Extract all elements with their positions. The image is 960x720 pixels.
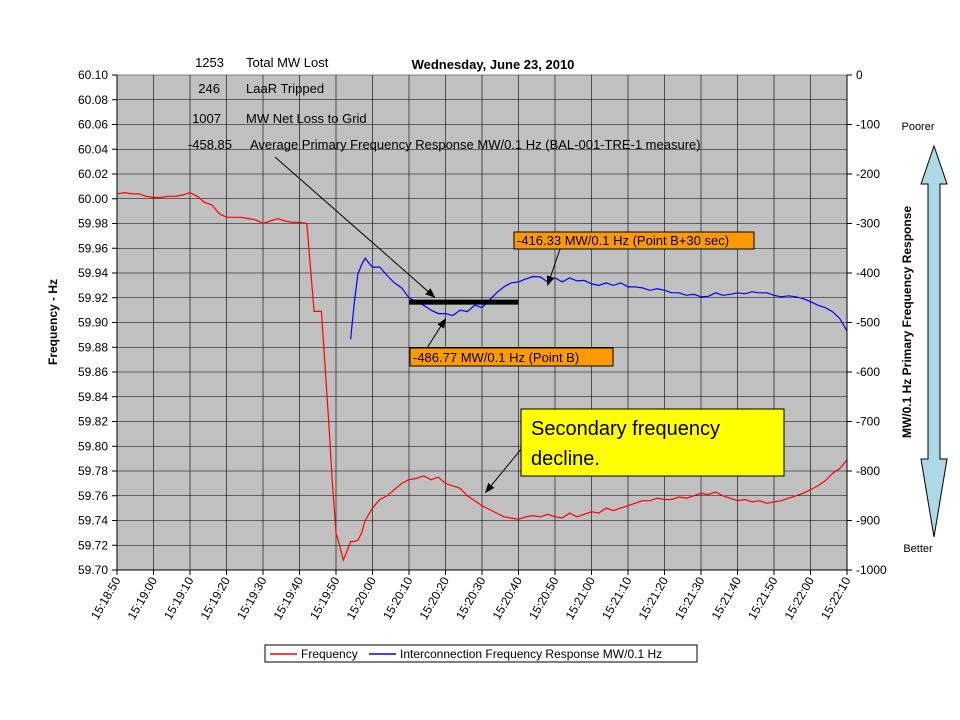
arrow-to-average-bar [274,156,436,298]
y2-tick-label: -100 [856,118,880,132]
y-tick-label: 60.04 [78,142,108,156]
stat-value-total-mw-lost: 1253 [195,55,224,70]
stat-label-laar-tripped: LaaR Tripped [246,81,324,96]
y-tick-label: 59.70 [78,563,108,577]
annotation-secondary-decline: Secondary frequency decline. [520,408,785,477]
y-tick-label: 59.80 [78,439,108,453]
stat-value-average-response: -458.85 [188,137,232,152]
y-tick-label: 59.84 [78,390,108,404]
annotation-secondary-decline-line2: decline. [531,448,600,470]
y-tick-label: 59.78 [78,464,108,478]
y-tick-label: 59.76 [78,489,108,503]
y2-tick-label: -700 [856,415,880,429]
legend-label-response: Interconnection Frequency Response MW/0.… [400,647,662,661]
y-tick-label: 59.74 [78,514,108,528]
annotation-secondary-decline-line1: Secondary frequency [531,418,720,440]
y2-tick-label: -800 [856,464,880,478]
y-tick-label: 60.08 [78,93,108,107]
y-tick-label: 59.94 [78,266,108,280]
response-scale-arrow [920,144,948,538]
y2-tick-label: -300 [856,217,880,231]
y2-axis-label: MW/0.1 Hz Primary Frequency Response [900,206,914,438]
y-tick-label: 60.02 [78,167,108,181]
y-tick-label: 60.10 [78,68,108,82]
legend-label-frequency: Frequency [301,647,358,661]
arrow-to-secondary-decline [485,441,528,494]
y-tick-label: 59.98 [78,217,108,231]
y2-tick-label: -900 [856,514,880,528]
y-axis-label: Frequency - Hz [46,279,60,365]
gridlines [117,75,847,570]
y-tick-label: 59.82 [78,415,108,429]
legend: Frequency Interconnection Frequency Resp… [264,644,698,663]
stat-value-net-loss: 1007 [192,111,221,126]
annotation-point-b30: -416.33 MW/0.1 Hz (Point B+30 sec) [513,231,755,250]
y2-tick-label: -200 [856,167,880,181]
y-tick-label: 59.90 [78,316,108,330]
stat-label-total-mw-lost: Total MW Lost [246,55,329,70]
chart-title: Wednesday, June 23, 2010 [412,57,575,72]
y2-tick-label: -1000 [856,563,887,577]
y-tick-label: 59.88 [78,340,108,354]
y-tick-label: 59.96 [78,241,108,255]
y-tick-label: 59.92 [78,291,108,305]
annotation-secondary-decline-box [520,408,785,477]
annotation-point-b30-text: -416.33 MW/0.1 Hz (Point B+30 sec) [517,233,729,248]
y2-tick-label: -400 [856,266,880,280]
annotation-point-b: -486.77 MW/0.1 Hz (Point B) [409,347,614,367]
y2-tick-label: -600 [856,365,880,379]
side-label-better: Better [903,543,933,555]
double-arrow-icon [920,144,948,538]
legend-box [264,644,698,663]
stat-label-net-loss: MW Net Loss to Grid [246,111,367,126]
y2-tick-label: -500 [856,316,880,330]
annotation-layer [274,156,561,494]
annotation-point-b30-box [513,231,755,250]
y-tick-label: 60.06 [78,118,108,132]
y-tick-label: 59.72 [78,538,108,552]
y2-tick-label: 0 [856,68,863,82]
annotation-point-b-text: -486.77 MW/0.1 Hz (Point B) [413,350,579,365]
stat-value-laar-tripped: 246 [198,81,220,96]
annotation-point-b-box [409,347,614,367]
arrow-to-point-b30 [546,248,561,287]
side-label-poorer: Poorer [901,121,934,133]
series-line-frequency [116,191,848,563]
y-tick-label: 60.00 [78,192,108,206]
arrow-to-point-b [426,318,447,349]
stat-label-average-response: Average Primary Frequency Response MW/0.… [250,137,701,152]
y-tick-label: 59.86 [78,365,108,379]
